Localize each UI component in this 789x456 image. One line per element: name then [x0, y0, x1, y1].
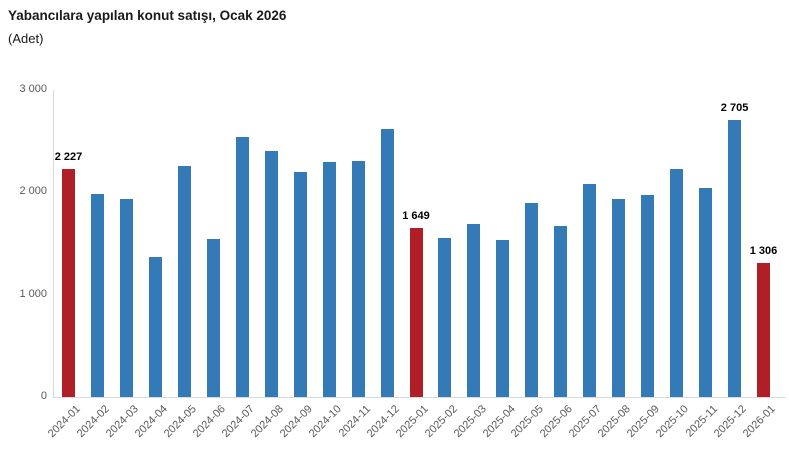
bar-2025-04 [496, 239, 510, 397]
y-tick-label: 1 000 [19, 287, 47, 300]
bar-2024-08 [264, 151, 278, 397]
bar-2025-02 [438, 238, 452, 397]
y-axis-line [53, 90, 54, 397]
bar-2024-11 [351, 161, 365, 397]
bar-2024-01 [61, 169, 75, 397]
y-tick-label: 0 [40, 390, 47, 402]
bar-2025-07 [583, 184, 597, 397]
bar-value-label: 1 306 [749, 245, 778, 258]
bar-2025-08 [612, 198, 626, 397]
chart-title: Yabancılara yapılan konut satışı, Ocak 2… [8, 8, 287, 23]
bar-2024-10 [322, 161, 336, 397]
bar-2025-10 [670, 168, 684, 397]
bar-2024-06 [206, 239, 220, 397]
bar-2026-01 [757, 263, 771, 397]
bar-2024-09 [293, 171, 307, 397]
bar-2024-05 [177, 166, 191, 397]
bar-value-label: 2 227 [54, 151, 83, 164]
bar-2025-09 [641, 195, 655, 397]
bar-2024-12 [380, 128, 394, 397]
x-axis-line [53, 397, 786, 398]
bar-2024-07 [235, 136, 249, 397]
y-tick-label: 2 000 [19, 185, 47, 198]
bar-value-label: 1 649 [402, 210, 430, 223]
bar-value-label: 2 705 [720, 102, 749, 115]
bar-2025-12 [728, 120, 742, 397]
y-tick-label: 3 000 [19, 83, 47, 95]
bar-2025-03 [467, 224, 481, 397]
bar-2025-01 [409, 228, 423, 397]
bar-2024-04 [148, 256, 162, 397]
bar-2024-03 [119, 199, 133, 397]
chart-subtitle: (Adet) [8, 31, 44, 46]
bar-2025-06 [554, 226, 568, 397]
bar-2024-02 [90, 193, 104, 397]
bar-2025-11 [699, 188, 713, 397]
bar-2025-05 [525, 203, 539, 397]
